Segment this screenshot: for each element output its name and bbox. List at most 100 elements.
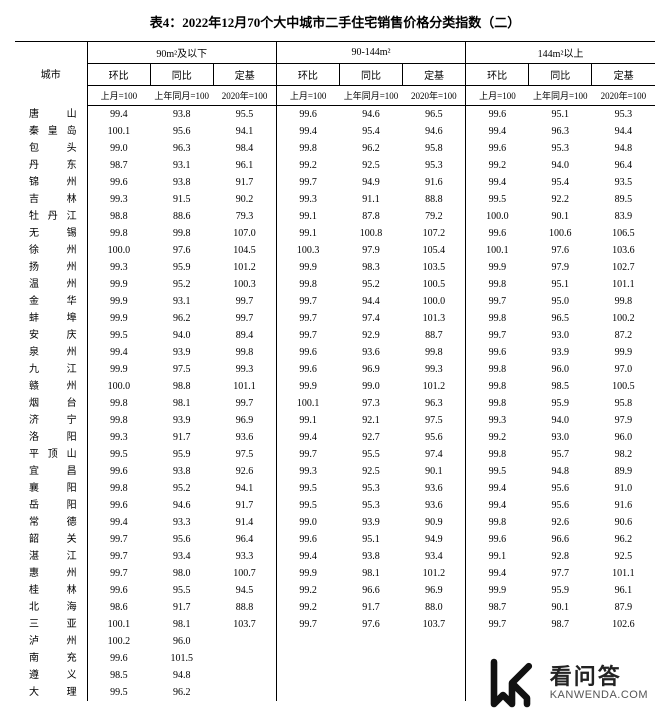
value-cell: [276, 667, 339, 684]
value-cell: [339, 684, 402, 701]
value-cell: 99.8: [150, 225, 213, 242]
city-cell: 蚌 埠: [15, 310, 87, 327]
header-base: 2020年=100: [592, 86, 655, 106]
value-cell: 99.4: [466, 174, 529, 191]
value-cell: 102.6: [592, 616, 655, 633]
value-cell: 99.2: [276, 157, 339, 174]
value-cell: 99.8: [87, 480, 150, 497]
value-cell: 90.6: [592, 514, 655, 531]
value-cell: 98.1: [150, 616, 213, 633]
value-cell: 100.2: [87, 633, 150, 650]
value-cell: 95.6: [529, 480, 592, 497]
city-cell: 遵 义: [15, 667, 87, 684]
value-cell: 99.6: [87, 463, 150, 480]
value-cell: 99.5: [87, 446, 150, 463]
table-row: 蚌 埠99.996.299.799.797.4101.399.896.5100.…: [15, 310, 655, 327]
value-cell: 99.9: [87, 361, 150, 378]
value-cell: 93.6: [339, 344, 402, 361]
value-cell: 99.6: [466, 344, 529, 361]
table-row: 包 头99.096.398.499.896.295.899.695.394.8: [15, 140, 655, 157]
table-row: 济 宁99.893.996.999.192.197.599.394.097.9: [15, 412, 655, 429]
value-cell: 101.3: [403, 310, 466, 327]
value-cell: 99.4: [276, 123, 339, 140]
value-cell: 99.2: [276, 582, 339, 599]
value-cell: 92.2: [529, 191, 592, 208]
value-cell: 103.6: [592, 242, 655, 259]
table-row: 徐 州100.097.6104.5100.397.9105.4100.197.6…: [15, 242, 655, 259]
value-cell: 94.1: [213, 123, 276, 140]
value-cell: 98.8: [87, 208, 150, 225]
value-cell: 99.1: [276, 225, 339, 242]
value-cell: 102.7: [592, 259, 655, 276]
table-row: 襄 阳99.895.294.199.595.393.699.495.691.0: [15, 480, 655, 497]
value-cell: 95.9: [150, 259, 213, 276]
city-cell: 岳 阳: [15, 497, 87, 514]
table-row: 丹 东98.793.196.199.292.595.399.294.096.4: [15, 157, 655, 174]
value-cell: 99.7: [466, 327, 529, 344]
value-cell: 88.8: [403, 191, 466, 208]
value-cell: 99.7: [276, 327, 339, 344]
header-sub: 定基: [592, 64, 655, 86]
value-cell: 96.9: [403, 582, 466, 599]
city-cell: 桂 林: [15, 582, 87, 599]
value-cell: 99.6: [87, 582, 150, 599]
city-cell: 洛 阳: [15, 429, 87, 446]
city-cell: 济 宁: [15, 412, 87, 429]
value-cell: 99.6: [87, 497, 150, 514]
value-cell: 97.6: [150, 242, 213, 259]
value-cell: 90.1: [529, 599, 592, 616]
value-cell: 99.9: [276, 259, 339, 276]
value-cell: 92.5: [339, 157, 402, 174]
header-base: 上月=100: [276, 86, 339, 106]
city-cell: 无 锡: [15, 225, 87, 242]
header-city: 城市: [15, 42, 87, 106]
header-base: 上月=100: [87, 86, 150, 106]
value-cell: 95.1: [339, 531, 402, 548]
value-cell: 94.0: [150, 327, 213, 344]
value-cell: 95.3: [403, 157, 466, 174]
value-cell: 89.5: [592, 191, 655, 208]
value-cell: 101.1: [592, 565, 655, 582]
value-cell: 101.2: [403, 565, 466, 582]
value-cell: 91.5: [150, 191, 213, 208]
value-cell: 99.2: [276, 599, 339, 616]
value-cell: 99.8: [466, 446, 529, 463]
value-cell: 107.2: [403, 225, 466, 242]
table-row: 韶 关99.795.696.499.695.194.999.696.696.2: [15, 531, 655, 548]
value-cell: [276, 684, 339, 701]
value-cell: 92.9: [339, 327, 402, 344]
value-cell: 99.5: [276, 497, 339, 514]
value-cell: 99.6: [87, 174, 150, 191]
value-cell: 96.9: [339, 361, 402, 378]
table-row: 惠 州99.798.0100.799.998.1101.299.497.7101…: [15, 565, 655, 582]
table-title: 表4：2022年12月70个大中城市二手住宅销售价格分类指数（二）: [0, 0, 670, 41]
value-cell: 99.3: [87, 191, 150, 208]
header-sub: 同比: [339, 64, 402, 86]
value-cell: 99.0: [339, 378, 402, 395]
value-cell: 93.9: [529, 344, 592, 361]
value-cell: 95.8: [592, 395, 655, 412]
value-cell: 95.0: [529, 293, 592, 310]
value-cell: [276, 633, 339, 650]
value-cell: 100.8: [339, 225, 402, 242]
value-cell: 93.8: [339, 548, 402, 565]
table-row: 洛 阳99.391.793.699.492.795.699.293.096.0: [15, 429, 655, 446]
value-cell: 94.5: [213, 582, 276, 599]
value-cell: 100.2: [592, 310, 655, 327]
city-cell: 北 海: [15, 599, 87, 616]
value-cell: 99.8: [466, 514, 529, 531]
header-base: 上年同月=100: [529, 86, 592, 106]
city-cell: 金 华: [15, 293, 87, 310]
table-row: 九 江99.997.599.399.696.999.399.896.097.0: [15, 361, 655, 378]
value-cell: 96.2: [150, 310, 213, 327]
value-cell: 93.8: [150, 106, 213, 124]
header-base: 上年同月=100: [339, 86, 402, 106]
city-cell: 唐 山: [15, 106, 87, 124]
city-cell: 襄 阳: [15, 480, 87, 497]
value-cell: 98.7: [466, 599, 529, 616]
table-row: 锦 州99.693.891.799.794.991.699.495.493.5: [15, 174, 655, 191]
value-cell: 96.3: [529, 123, 592, 140]
value-cell: 95.5: [339, 446, 402, 463]
table-row: 扬 州99.395.9101.299.998.3103.599.997.9102…: [15, 259, 655, 276]
city-cell: 常 德: [15, 514, 87, 531]
